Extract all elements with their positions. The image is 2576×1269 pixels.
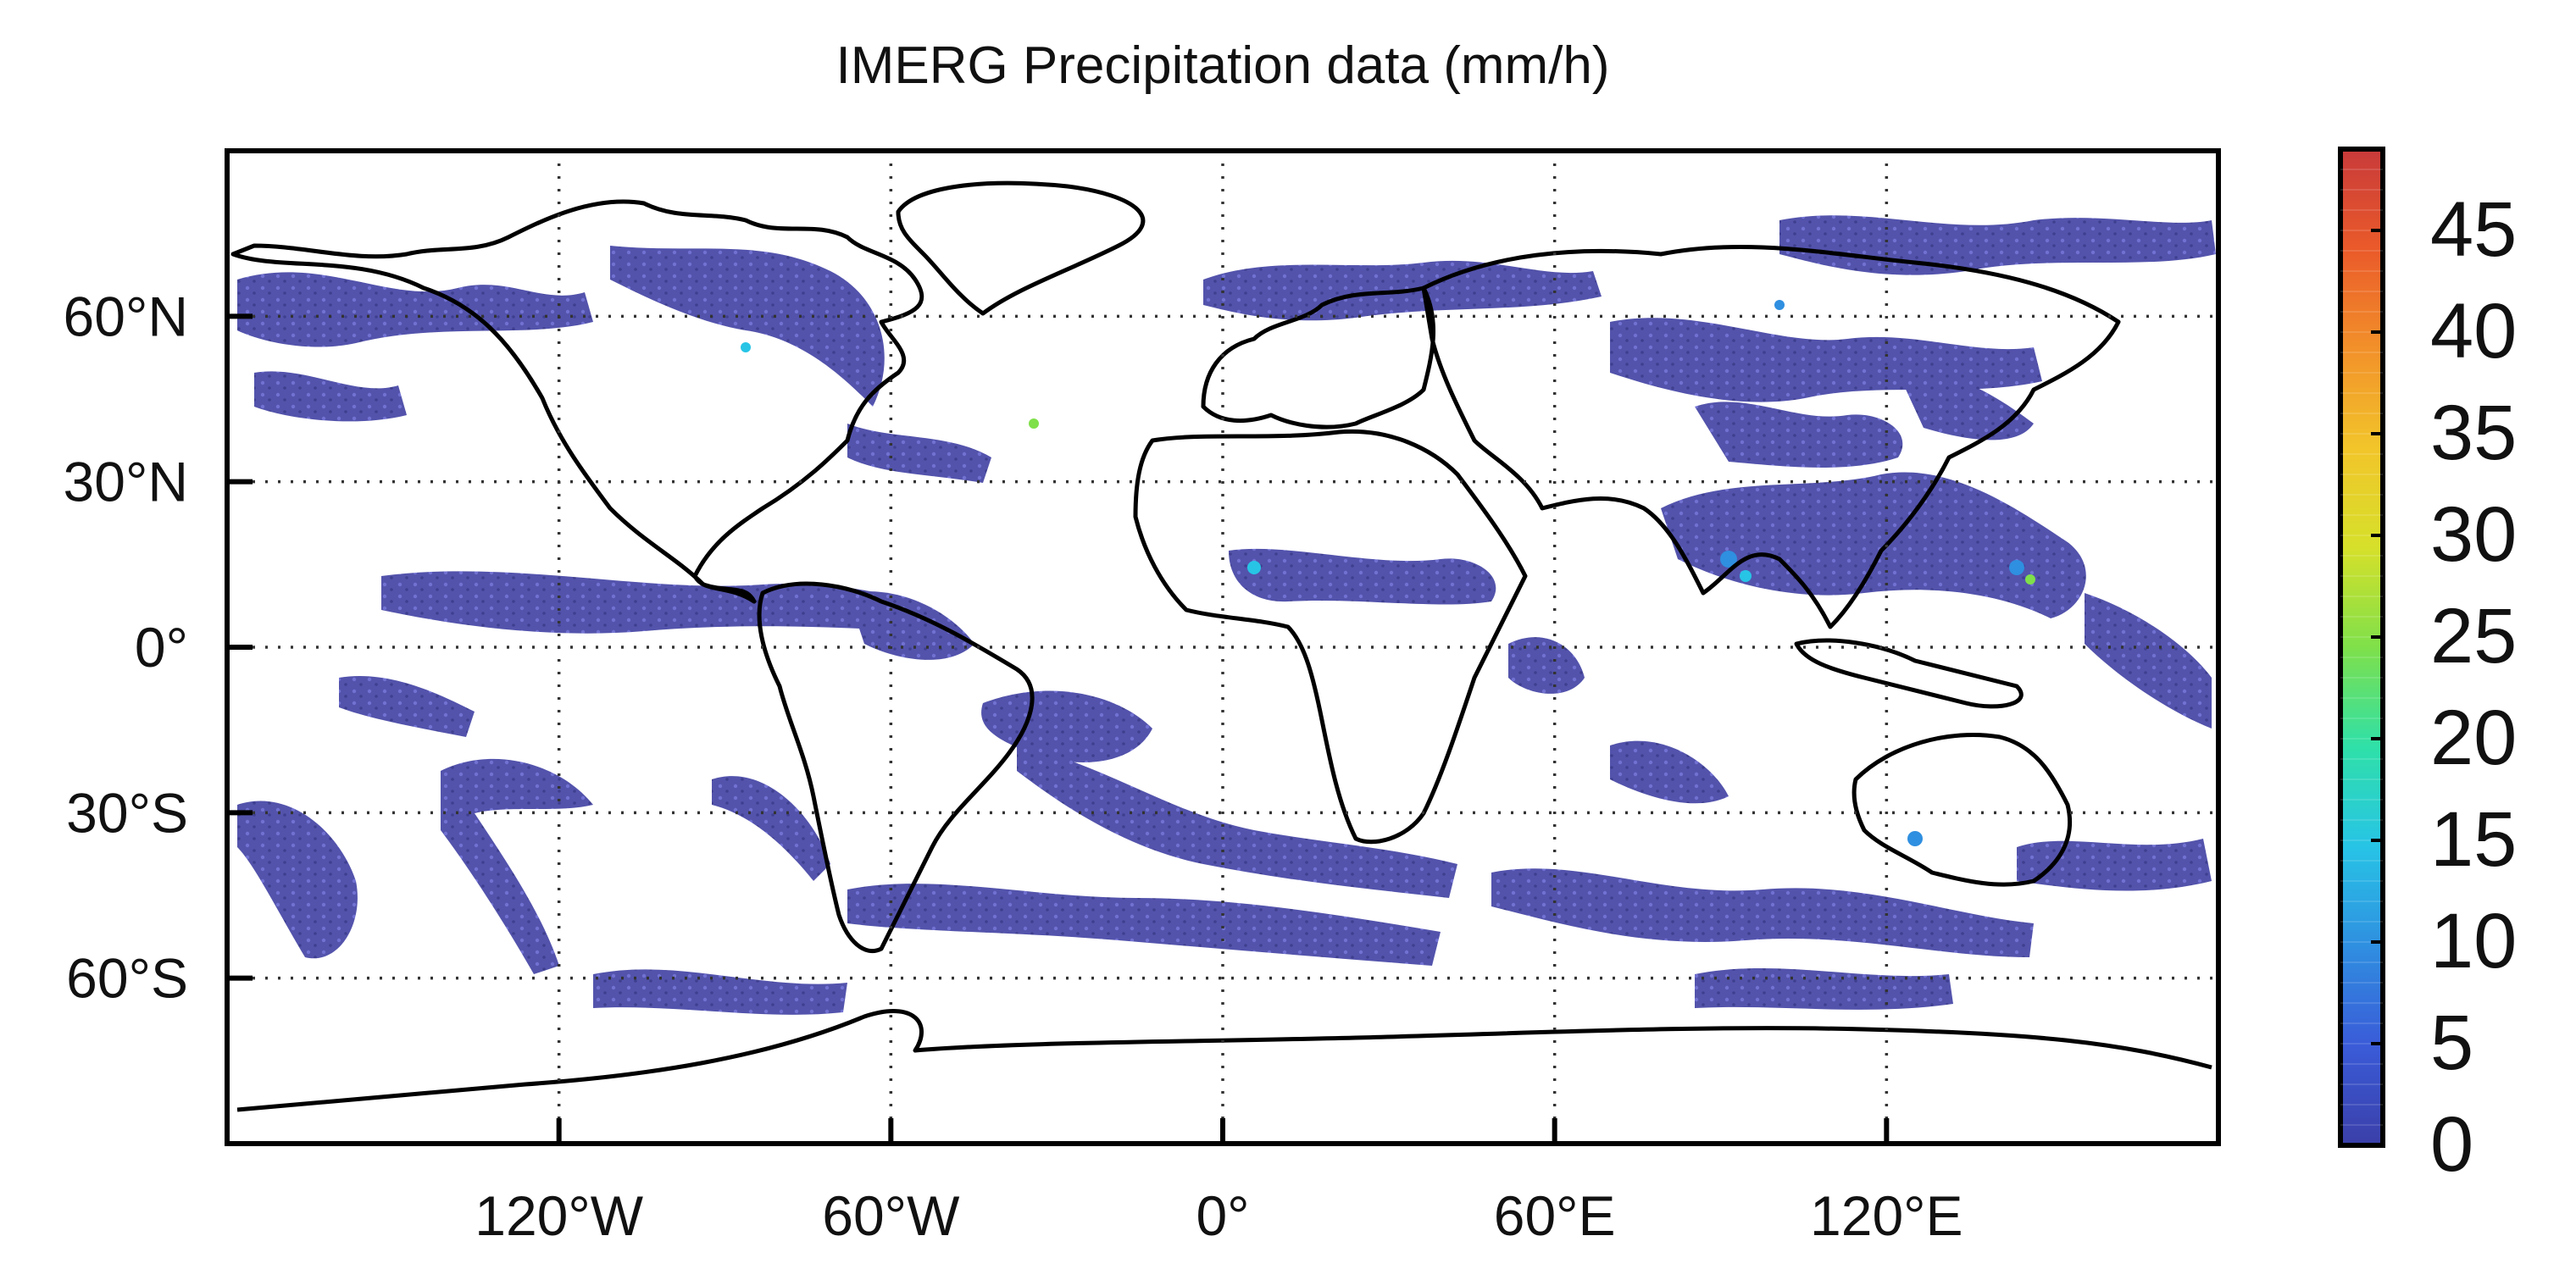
south-america-outline: [757, 581, 1035, 954]
colorbar-tick-label: 0: [2430, 1101, 2473, 1188]
australia-outline: [1852, 733, 2073, 887]
colorbar-tick-label: 15: [2430, 796, 2517, 883]
colorbar-bar: [2338, 147, 2385, 1148]
colorbar-tick-label: 25: [2430, 593, 2517, 679]
colorbar-tick-label: 5: [2430, 1000, 2473, 1086]
coastlines: [230, 180, 2212, 1112]
colorbar-tick-label: 40: [2430, 288, 2517, 374]
colorbar-tick-label: 10: [2430, 898, 2517, 984]
colorbar: 0 5 10 15 20 25 30 35 40 45: [2338, 147, 2517, 1188]
lon-tick-label: 60°W: [822, 1184, 960, 1247]
colorbar-tick-label: 30: [2430, 491, 2517, 578]
map-title: IMERG Precipitation data (mm/h): [836, 36, 1609, 95]
lat-tick-label: 0°: [135, 616, 188, 679]
colorbar-tick-label: 45: [2430, 186, 2517, 273]
antarctica-outline: [236, 1009, 2212, 1112]
lon-tick-label: 120°W: [475, 1184, 644, 1247]
lon-tick-label: 60°E: [1494, 1184, 1616, 1247]
colorbar-tick-label: 20: [2430, 695, 2517, 781]
greenland-outline: [896, 180, 1146, 316]
lat-tick-label: 30°N: [64, 451, 188, 513]
lat-tick-label: 30°S: [66, 781, 188, 844]
lon-tick-label: 0°: [1196, 1184, 1249, 1247]
latitude-axis: 60°N 30°N 0° 30°S 60°S: [64, 285, 253, 1010]
asia-outline: [1421, 244, 2121, 629]
map-gridlines: [227, 151, 2218, 1144]
lon-tick-label: 120°E: [1810, 1184, 1963, 1247]
lat-tick-label: 60°S: [66, 947, 188, 1010]
longitude-axis: 120°W 60°W 0° 60°E 120°E: [475, 1118, 1963, 1247]
africa-outline: [1133, 429, 1528, 845]
colorbar-tick-label: 35: [2430, 390, 2517, 476]
north-america-outline: [230, 199, 924, 604]
indonesia-outline: [1794, 638, 2024, 709]
europe-outline: [1201, 285, 1436, 429]
intense-precipitation-spots: [741, 300, 2035, 846]
lat-tick-label: 60°N: [64, 285, 188, 347]
colorbar-ticks: 0 5 10 15 20 25 30 35 40 45: [2340, 169, 2517, 1188]
